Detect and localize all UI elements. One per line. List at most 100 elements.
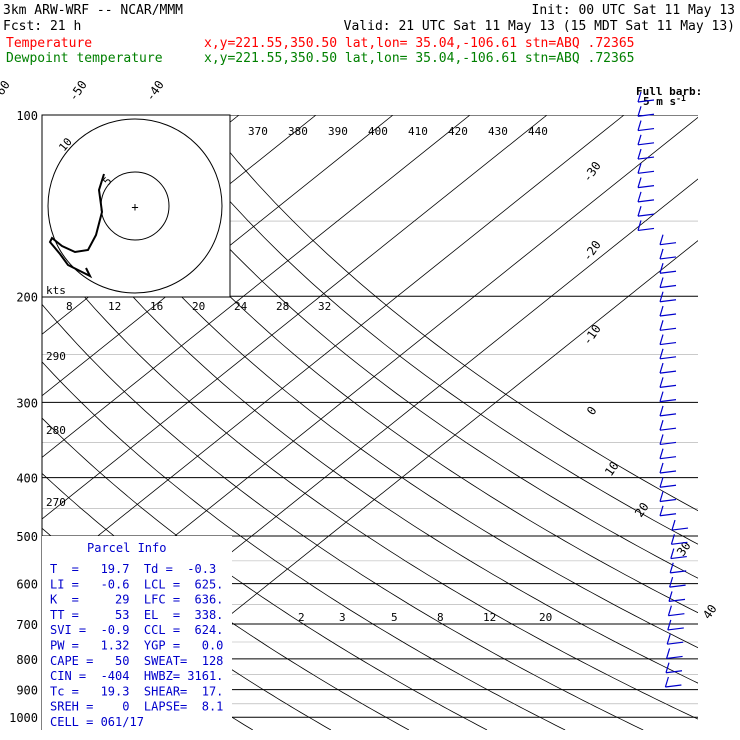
wind-barb: [659, 391, 677, 403]
mixing-ratio-labels: 2 3 5 8 12 20: [298, 611, 552, 624]
wind-barb-flag: [659, 405, 664, 417]
wind-barb-flag: [659, 348, 664, 360]
parcel-info-row: CAPE = 50 SWEAT= 128: [50, 654, 223, 668]
pressure-label-800: 800: [16, 653, 38, 667]
wind-barb-staff: [659, 470, 677, 474]
wind-barb: [659, 362, 677, 374]
wind-barb-staff: [637, 227, 655, 232]
mixing-ratio-label: 5: [391, 611, 398, 624]
wind-barb-flag: [637, 205, 642, 217]
wind-barb: [659, 448, 677, 460]
wind-barb-flag: [668, 591, 673, 602]
dry-adiabat-line: [42, 303, 644, 730]
wind-barb-flag: [671, 519, 676, 531]
wind-barb-staff: [659, 384, 677, 388]
wind-barb-staff: [637, 213, 655, 217]
parcel-info-rows: T = 19.7 Td = -0.3LI = -0.6 LCL = 625. K …: [50, 562, 223, 729]
wind-barb-staff: [659, 484, 677, 488]
wind-barb-staff: [659, 299, 677, 303]
pressure-label-500: 500: [16, 530, 38, 544]
wind-barb-staff: [671, 541, 688, 545]
wind-barb-flag: [659, 491, 664, 502]
wind-barb-staff: [659, 341, 677, 346]
isotherm-line: [42, 115, 625, 582]
parcel-info-row: LI = -0.6 LCL = 625.: [50, 577, 223, 591]
wind-barb-flag: [659, 462, 664, 474]
temperature-location: x,y=221.55,350.50 lat,lon= 35.04,-106.61…: [204, 36, 634, 51]
wind-barb: [637, 205, 655, 217]
wind-barb-flag: [659, 277, 664, 288]
mixing-ratio-label: 2: [298, 611, 305, 624]
isotherm-label-top: -50: [66, 78, 90, 104]
wind-barb: [637, 91, 655, 103]
wind-barb-flag: [669, 576, 674, 588]
wind-barb: [659, 419, 677, 431]
mixing-ratio-label: 20: [539, 611, 552, 624]
dry-adiabat-line: [199, 115, 698, 512]
theta-label-top: 400: [368, 125, 388, 138]
wind-barb-flag: [659, 505, 664, 516]
theta-label-top: 370: [248, 125, 268, 138]
dry-adiabat-line: [120, 115, 698, 579]
hodograph-speed-tick: 28: [276, 300, 289, 313]
theta-labels: 370 380 390 400 410 420 430 440 290 280 270: [46, 125, 548, 509]
isotherm-label-right: 20: [632, 500, 652, 520]
hodograph-speed-tick: 24: [234, 300, 248, 313]
isotherm-label-right: 10: [602, 459, 622, 479]
wind-barb-staff: [659, 327, 677, 331]
pressure-label-700: 700: [16, 618, 38, 632]
parcel-info-row: T = 19.7 Td = -0.3: [50, 562, 216, 576]
wind-barb-staff: [659, 284, 677, 289]
wind-barb-flag: [665, 662, 670, 673]
wind-barb-flag: [659, 419, 664, 431]
theta-label-left: 270: [46, 496, 66, 509]
theta-label-top: 380: [288, 125, 308, 138]
wind-barb: [666, 648, 683, 660]
wind-barb: [637, 106, 655, 117]
wind-barb: [659, 405, 677, 417]
wind-barb: [671, 519, 689, 531]
theta-label-top: 410: [408, 125, 428, 138]
wind-barb-flag: [659, 248, 664, 260]
theta-label-top: 390: [328, 125, 348, 138]
wind-barb: [659, 491, 677, 503]
wind-barb-staff: [659, 513, 677, 517]
wind-barb-flag: [667, 619, 672, 631]
wind-barb-staff: [637, 199, 655, 203]
wind-barb-staff: [659, 441, 677, 446]
hodograph-ring-outer: [47, 118, 223, 294]
wind-barb-flag: [637, 191, 642, 203]
wind-barb-staff: [668, 613, 685, 617]
dewpoint-location: x,y=221.55,350.50 lat,lon= 35.04,-106.61…: [204, 51, 634, 66]
wind-barb-flag: [659, 448, 664, 459]
wind-barb-flag: [637, 134, 642, 145]
wind-barb-staff: [669, 584, 686, 588]
wind-barb-staff: [637, 142, 655, 146]
wind-barb-flag: [659, 434, 664, 445]
parcel-info-row: CELL = 061/17: [50, 715, 144, 729]
wind-barb-staff: [668, 598, 686, 602]
dry-adiabat-line: [80, 115, 698, 614]
wind-barb-staff: [666, 655, 683, 660]
hodograph-center: +: [131, 200, 138, 214]
wind-barb-flag: [637, 148, 642, 160]
theta-label-left: 280: [46, 424, 66, 437]
wind-barb: [659, 348, 677, 360]
hodograph-speed-tick: 8: [66, 300, 73, 313]
wind-barb-flag: [659, 291, 664, 302]
wind-barb: [667, 619, 684, 631]
wind-barb: [659, 320, 677, 331]
parcel-info-row: CIN = -404 HWBZ= 3161.: [50, 669, 223, 683]
theta-label-left: 290: [46, 350, 66, 363]
wind-barb: [659, 277, 677, 289]
wind-barb-staff: [659, 313, 677, 317]
hodograph-speed-tick: 32: [318, 300, 331, 313]
isotherm-label-top: -40: [143, 78, 167, 104]
isotherm-line: [0, 115, 8, 730]
mixing-ratio-label: 8: [437, 611, 444, 624]
wind-barb-staff: [637, 127, 655, 132]
dewpoint-legend: Dewpoint temperature: [6, 51, 163, 66]
pressure-label-600: 600: [16, 578, 38, 592]
pressure-label-200: 200: [16, 290, 38, 304]
dry-adiabat-line: [42, 361, 566, 730]
